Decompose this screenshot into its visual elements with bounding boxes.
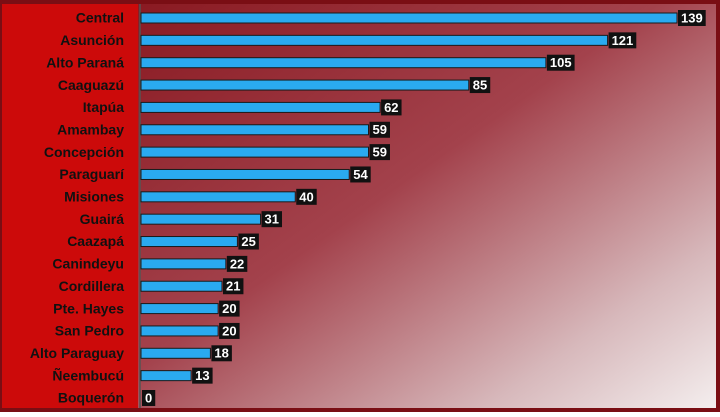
value-label: 25 <box>241 234 255 249</box>
category-label: San Pedro <box>55 323 124 339</box>
category-label: Concepción <box>44 144 124 160</box>
value-label: 59 <box>373 145 387 160</box>
bar <box>140 325 219 337</box>
category-label: Boquerón <box>58 390 124 406</box>
bar <box>140 280 223 292</box>
value-label: 20 <box>222 301 236 316</box>
value-label-box <box>219 300 240 317</box>
bar <box>140 168 350 180</box>
category-label: Pte. Hayes <box>53 300 124 316</box>
label-panel <box>2 4 138 408</box>
value-label: 31 <box>265 212 279 227</box>
category-label: Central <box>76 10 124 26</box>
value-label-box <box>261 211 283 228</box>
category-label: Ñeembucú <box>52 366 124 383</box>
value-label-box <box>546 54 575 71</box>
plot-area <box>138 4 716 408</box>
value-label-box <box>381 99 402 116</box>
value-label: 54 <box>353 167 368 182</box>
category-label: Misiones <box>64 189 124 205</box>
category-label: Canindeyu <box>52 256 124 272</box>
value-label-box <box>608 32 637 49</box>
bar <box>140 370 192 382</box>
value-label-box <box>369 144 390 161</box>
value-label: 40 <box>299 189 313 204</box>
value-label-box <box>238 233 259 250</box>
bar <box>140 236 238 248</box>
value-label-box <box>678 10 706 26</box>
bar <box>140 146 370 158</box>
value-label-box <box>222 278 244 295</box>
value-label-box <box>142 390 156 406</box>
value-label: 18 <box>214 346 228 361</box>
value-label-box <box>369 121 390 138</box>
category-label: Amambay <box>57 121 124 137</box>
category-label: Itapúa <box>83 99 124 115</box>
category-label: Alto Paraná <box>46 54 124 70</box>
value-label: 85 <box>473 77 487 92</box>
value-label-box <box>226 255 248 272</box>
category-label: Guairá <box>80 211 125 227</box>
category-label: Alto Paraguay <box>30 345 124 361</box>
bar <box>140 12 678 24</box>
category-label: Caaguazú <box>58 77 124 93</box>
category-label: Caazapá <box>67 233 124 249</box>
value-label-box <box>192 367 213 384</box>
bar <box>140 303 219 315</box>
value-label: 21 <box>226 279 240 294</box>
bar <box>140 258 227 270</box>
value-label: 20 <box>222 323 236 338</box>
bar <box>140 57 547 69</box>
value-label: 13 <box>195 368 209 383</box>
value-label: 22 <box>230 256 244 271</box>
bar <box>140 79 470 91</box>
bar <box>140 101 381 113</box>
value-label: 0 <box>145 390 152 405</box>
value-label-box <box>296 188 317 205</box>
value-label-box <box>211 345 232 362</box>
value-label: 121 <box>612 33 634 48</box>
category-label: Cordillera <box>59 278 125 294</box>
bar <box>140 347 211 359</box>
value-label: 139 <box>681 10 703 25</box>
value-label-box <box>350 166 371 183</box>
bar <box>140 124 370 136</box>
value-label: 105 <box>550 55 572 70</box>
category-label: Paraguarí <box>59 166 125 182</box>
value-label-box <box>469 77 491 94</box>
bar <box>140 34 609 46</box>
value-label: 62 <box>384 100 398 115</box>
value-label-box <box>219 322 240 339</box>
bar <box>140 213 262 225</box>
bar <box>140 191 296 203</box>
value-label: 59 <box>373 122 387 137</box>
category-label: Asunción <box>60 32 124 48</box>
